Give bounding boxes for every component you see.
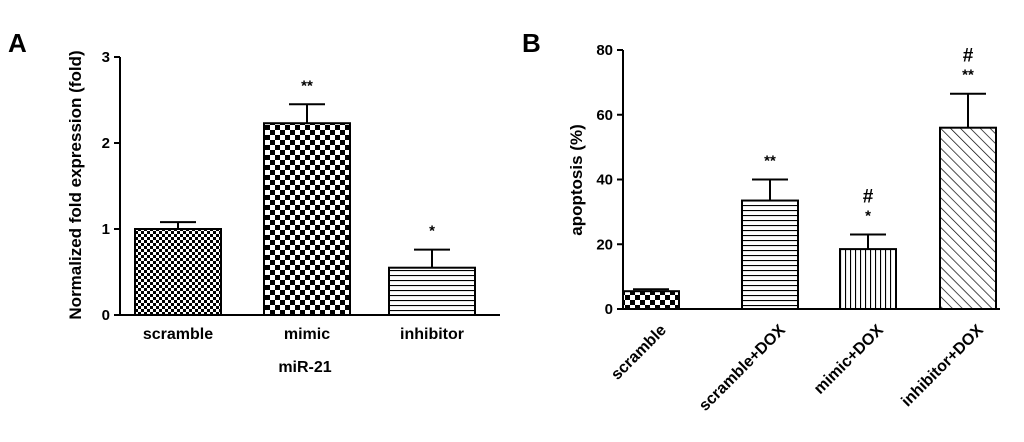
panel-a-marks: 0 1 2 3 scramble ** mimic * inhibitor (102, 49, 500, 343)
bar (263, 122, 351, 316)
y-tick-label: 60 (596, 107, 613, 124)
significance-label: * (429, 223, 435, 240)
y-tick-label: 2 (102, 135, 110, 152)
y-tick-label: 0 (605, 301, 613, 318)
bar (134, 228, 222, 316)
y-tick-label: 80 (596, 42, 613, 59)
y-tick-label: 20 (596, 236, 613, 253)
category-label: scramble (143, 326, 213, 343)
category-label: scramble+DOX (696, 322, 789, 415)
bar (939, 126, 997, 310)
bar (622, 290, 680, 311)
panel-b: B apoptosis (%) 0 20 40 60 80 scramble ** scram… (522, 28, 1000, 415)
significance-label: ** (301, 77, 313, 94)
hash-label: # (863, 187, 874, 208)
y-tick-label: 0 (102, 307, 110, 324)
category-label: mimic (284, 326, 330, 343)
panel-a-letter: A (8, 28, 27, 58)
category-label: scramble (608, 322, 670, 384)
significance-label: ** (962, 67, 974, 84)
panel-a-group-label: miR-21 (278, 359, 331, 376)
bar (839, 248, 897, 310)
panel-b-letter: B (522, 28, 541, 58)
y-tick-label: 1 (102, 221, 110, 238)
bar (388, 266, 476, 317)
hash-label: # (963, 46, 974, 67)
significance-label: * (865, 208, 871, 225)
category-label: inhibitor (400, 326, 464, 343)
bar (741, 199, 799, 310)
panel-b-marks: 020406080scramble**scramble+DOX*#mimic+D… (596, 42, 1000, 415)
panel-a-y-axis-label: Normalized fold expression (fold) (66, 50, 85, 319)
panel-b-y-axis-label: apoptosis (%) (567, 124, 586, 235)
y-tick-label: 3 (102, 49, 110, 66)
significance-label: ** (764, 153, 776, 170)
panel-a: A Normalized fold expression (fold) 0 1 2 3… (8, 28, 500, 376)
y-tick-label: 40 (596, 172, 613, 189)
category-label: inhibitor+DOX (898, 322, 987, 411)
category-label: mimic+DOX (811, 322, 887, 398)
